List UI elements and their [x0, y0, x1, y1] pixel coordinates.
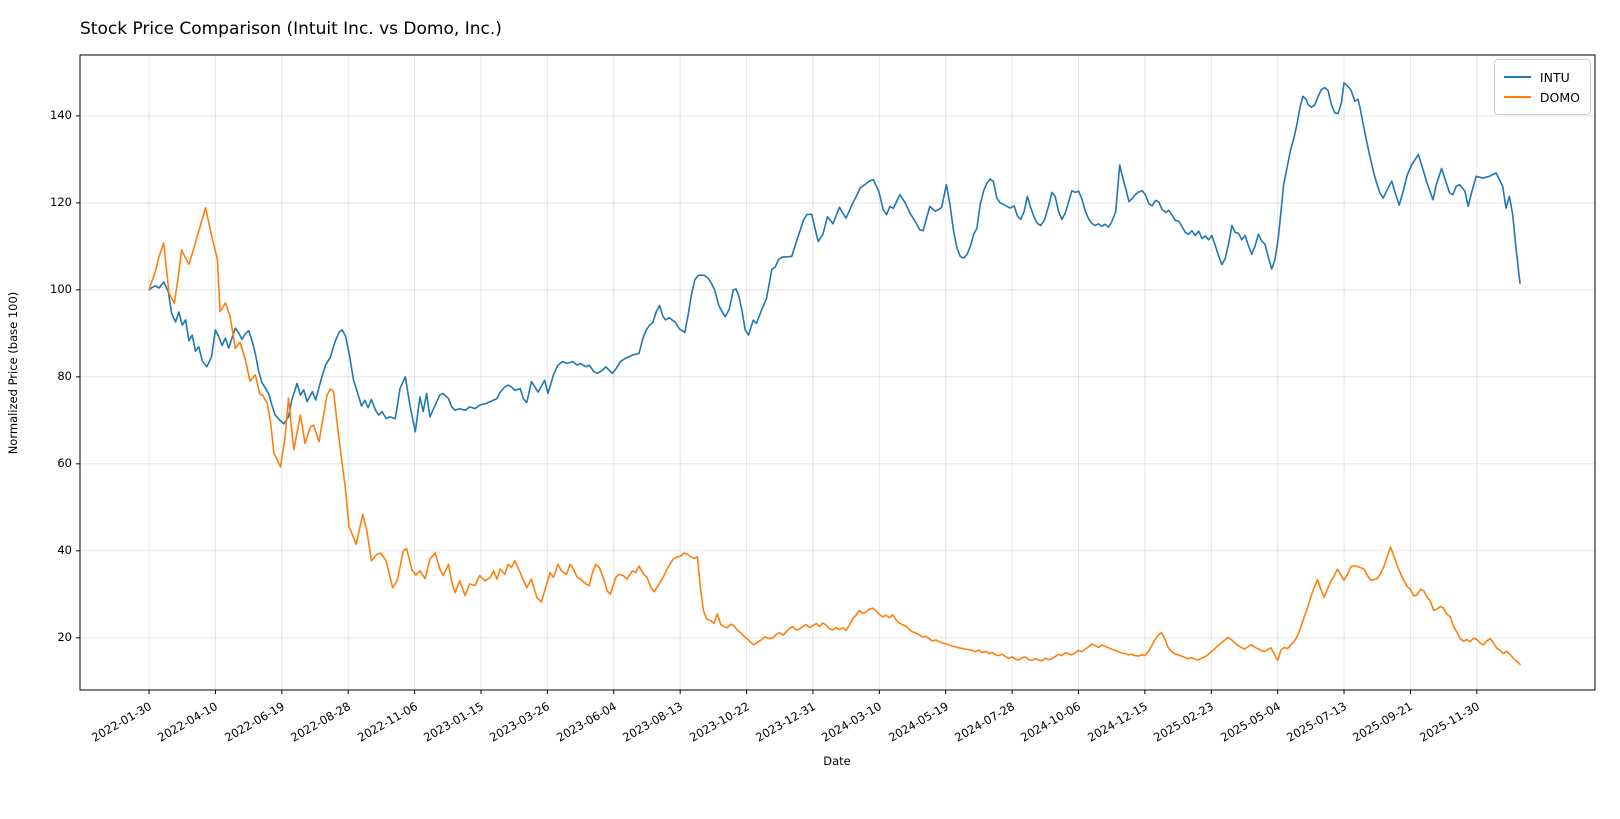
- axes-frame: [79, 54, 1596, 691]
- intu-line: [148, 82, 1521, 433]
- legend-entry-domo: DOMO: [1503, 87, 1580, 107]
- y-tick-label: 140: [50, 107, 72, 122]
- y-tick-label: 80: [57, 368, 72, 383]
- legend: INTU DOMO: [1493, 59, 1591, 115]
- domo-line-swatch: [1503, 96, 1531, 98]
- x-axis-label: Date: [823, 754, 851, 768]
- y-tick-label: 120: [50, 194, 72, 209]
- legend-label-domo: DOMO: [1539, 89, 1580, 105]
- y-tick-label: 20: [57, 629, 72, 644]
- plot-area: [80, 55, 1595, 690]
- y-axis-label: Normalized Price (base 100): [6, 291, 20, 455]
- legend-label-intu: INTU: [1539, 69, 1570, 85]
- chart-title: Stock Price Comparison (Intuit Inc. vs D…: [80, 19, 502, 39]
- y-tick-label: 100: [50, 281, 72, 296]
- intu-line-swatch: [1503, 76, 1531, 78]
- domo-line: [148, 206, 1521, 666]
- legend-entry-intu: INTU: [1503, 67, 1580, 87]
- y-tick-label: 40: [57, 542, 72, 557]
- y-tick-label: 60: [57, 455, 72, 470]
